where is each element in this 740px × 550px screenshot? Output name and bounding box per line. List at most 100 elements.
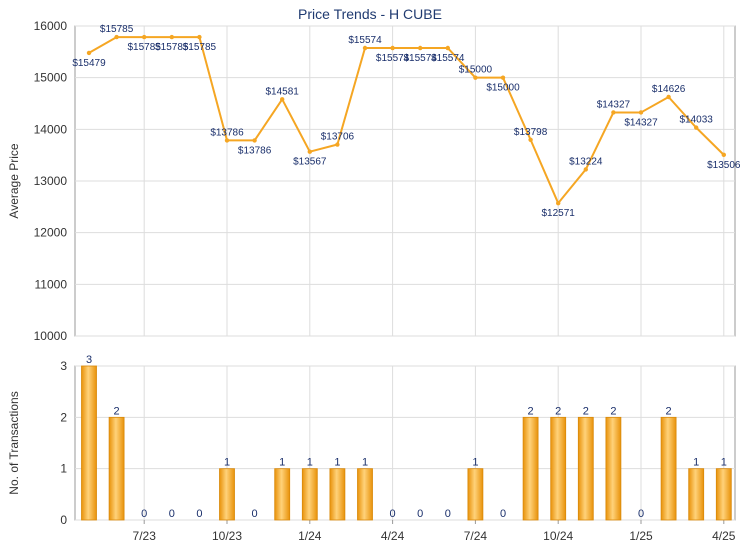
price-point bbox=[500, 75, 506, 80]
price-point bbox=[142, 34, 147, 40]
transaction-bar bbox=[301, 468, 318, 521]
transaction-bar-label: 1 bbox=[362, 457, 368, 469]
price-point bbox=[638, 110, 644, 115]
price-y-tick-label: 14000 bbox=[34, 122, 68, 136]
transactions-y-axis-label: No. of Transactions bbox=[7, 391, 21, 494]
price-point bbox=[445, 45, 450, 51]
transaction-bar bbox=[467, 468, 484, 521]
price-data-label: $15000 bbox=[486, 83, 520, 94]
transactions-y-tick-label: 2 bbox=[60, 410, 67, 424]
transaction-bar-label: 2 bbox=[555, 405, 561, 417]
price-y-tick-label: 11000 bbox=[35, 277, 68, 291]
price-point bbox=[721, 152, 726, 158]
transaction-bar bbox=[329, 468, 346, 521]
price-y-tick-label: 15000 bbox=[34, 71, 68, 85]
price-point bbox=[307, 149, 312, 154]
price-point bbox=[418, 45, 423, 51]
price-point bbox=[169, 34, 174, 40]
chart-title: Price Trends - H CUBE bbox=[298, 6, 442, 22]
transaction-bar-label: 0 bbox=[500, 508, 506, 520]
price-data-label: $13567 bbox=[293, 157, 327, 168]
price-data-label: $15574 bbox=[348, 35, 382, 46]
x-tick-label: 4/25 bbox=[712, 529, 736, 543]
x-tick-label: 4/24 bbox=[381, 529, 405, 543]
transaction-bar-label: 0 bbox=[417, 508, 423, 520]
price-y-axis-label: Average Price bbox=[7, 143, 21, 218]
x-tick-label: 10/23 bbox=[212, 529, 242, 543]
transaction-bar bbox=[605, 416, 622, 521]
price-point bbox=[224, 138, 230, 143]
price-point bbox=[114, 34, 119, 40]
price-data-label: $13706 bbox=[321, 132, 355, 143]
price-data-label: $13798 bbox=[514, 127, 548, 138]
transaction-bar-label: 1 bbox=[279, 457, 285, 469]
price-data-label: $13506 bbox=[707, 160, 740, 171]
price-point bbox=[86, 50, 92, 56]
price-data-label: $15479 bbox=[72, 58, 106, 69]
transaction-bar-label: 2 bbox=[610, 405, 616, 417]
x-tick-label: 7/23 bbox=[133, 529, 157, 543]
price-point bbox=[362, 45, 368, 51]
transaction-bar bbox=[577, 416, 594, 521]
price-data-label: $14033 bbox=[680, 115, 714, 126]
price-data-label: $13224 bbox=[569, 156, 603, 167]
x-tick-label: 1/25 bbox=[629, 529, 653, 543]
transaction-bar-label: 0 bbox=[196, 508, 202, 520]
transaction-bar bbox=[715, 468, 732, 521]
transaction-bar-label: 0 bbox=[252, 508, 258, 520]
transaction-bar-label: 1 bbox=[693, 457, 699, 469]
price-data-label: $14626 bbox=[652, 84, 686, 95]
price-data-label: $15785 bbox=[100, 24, 134, 35]
transactions-plot-area bbox=[74, 365, 736, 521]
price-point bbox=[280, 97, 285, 102]
transactions-y-tick-label: 3 bbox=[60, 359, 67, 373]
transaction-bar-label: 1 bbox=[721, 457, 727, 469]
price-y-tick-label: 13000 bbox=[34, 174, 68, 188]
price-point bbox=[583, 167, 588, 172]
price-point bbox=[197, 34, 202, 40]
transactions-y-tick-label: 0 bbox=[60, 513, 67, 527]
price-data-label: $13786 bbox=[238, 145, 272, 156]
price-data-label: $15574 bbox=[404, 53, 438, 64]
x-tick-label: 1/24 bbox=[298, 529, 322, 543]
transaction-bar-label: 2 bbox=[583, 405, 589, 417]
price-point bbox=[390, 45, 395, 51]
transaction-bar-label: 0 bbox=[638, 508, 644, 520]
price-y-tick-label: 10000 bbox=[34, 329, 68, 343]
price-data-label: $15574 bbox=[376, 53, 410, 64]
transaction-bar bbox=[660, 416, 677, 521]
price-y-tick-label: 12000 bbox=[34, 226, 68, 240]
price-y-tick-label: 16000 bbox=[34, 19, 68, 33]
price-data-label: $15785 bbox=[155, 42, 189, 53]
transaction-bar-label: 3 bbox=[86, 354, 92, 366]
price-point bbox=[694, 125, 699, 130]
price-data-label: $14327 bbox=[624, 117, 658, 128]
price-data-label: $15000 bbox=[459, 65, 493, 76]
transaction-bar-label: 1 bbox=[334, 457, 340, 469]
transaction-bar-label: 0 bbox=[141, 508, 147, 520]
price-data-label: $13786 bbox=[210, 127, 244, 138]
transaction-bar-label: 1 bbox=[224, 457, 230, 469]
price-point bbox=[335, 142, 340, 147]
price-data-label: $15785 bbox=[128, 42, 162, 53]
transaction-bar bbox=[219, 468, 235, 521]
price-point bbox=[611, 110, 616, 115]
transaction-bar-label: 2 bbox=[666, 405, 672, 417]
price-series-line bbox=[88, 36, 725, 205]
x-tick-label: 7/24 bbox=[464, 529, 488, 543]
transaction-bar-label: 2 bbox=[528, 405, 534, 417]
transaction-bar bbox=[274, 468, 291, 521]
transaction-bar bbox=[522, 416, 539, 521]
transaction-bar-label: 2 bbox=[114, 405, 120, 417]
price-point bbox=[473, 75, 478, 80]
price-data-label: $14327 bbox=[597, 99, 631, 110]
transactions-y-tick-label: 1 bbox=[60, 462, 67, 476]
price-point bbox=[556, 200, 561, 206]
price-point bbox=[252, 138, 257, 143]
price-trend-panel: 10000 11000 12000 13000 14000 15000 16000 Avera… bbox=[7, 19, 740, 343]
transaction-bar bbox=[357, 468, 373, 521]
price-point bbox=[666, 94, 671, 100]
transaction-bar-label: 1 bbox=[472, 457, 478, 469]
transaction-bar-label: 0 bbox=[169, 508, 175, 520]
